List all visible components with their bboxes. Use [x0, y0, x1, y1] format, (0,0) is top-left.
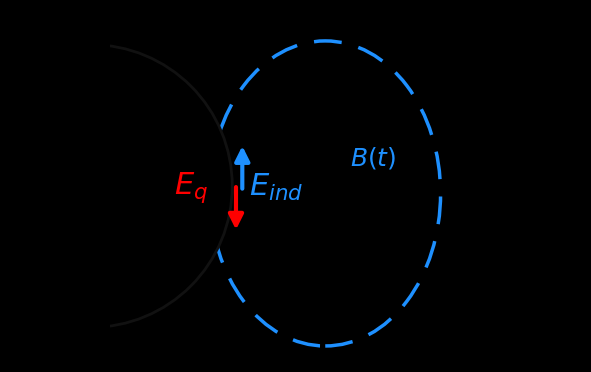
Text: $\mathit{B(t)}$: $\mathit{B(t)}$: [350, 145, 397, 171]
Text: $\mathit{E_q}$: $\mathit{E_q}$: [174, 170, 208, 205]
Circle shape: [0, 45, 232, 327]
Text: $\mathit{E_{ind}}$: $\mathit{E_{ind}}$: [249, 172, 303, 203]
